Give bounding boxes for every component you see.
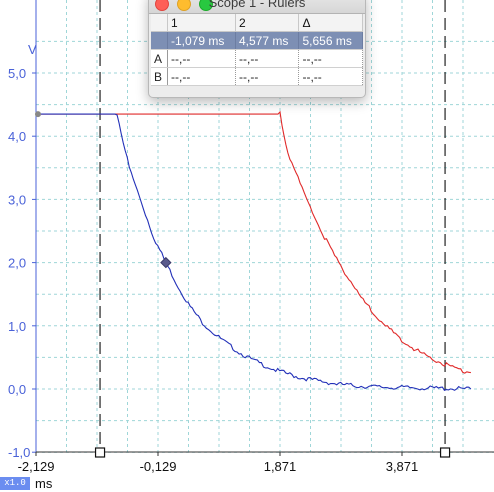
ruler-2-value: 4,577 ms (235, 31, 300, 50)
ruler-b-1-value: --,-- (167, 67, 236, 86)
y-tick-label: 1,0 (8, 319, 26, 334)
ruler-lines[interactable] (94, 0, 451, 458)
ruler-a-delta-value: --,-- (298, 49, 363, 68)
rulers-header-1[interactable]: 1 (167, 14, 236, 32)
rulers-table: 1 2 Δ -1,079 ms 4,577 ms 5,656 ms A --,-… (151, 14, 363, 86)
trace-blue (36, 113, 472, 391)
x-tick-label: -2,129 (18, 459, 55, 474)
x-tick-label: 3,871 (386, 459, 419, 474)
rulers-window-title: Scope 1 - Rulers (208, 0, 306, 10)
rulers-row-label: A (151, 49, 168, 68)
rulers-row-label (151, 31, 168, 50)
zoom-button[interactable] (199, 0, 213, 11)
y-tick-label: 3,0 (8, 192, 26, 207)
y-tick-label: 4,0 (8, 129, 26, 144)
y-axis-tick-labels: 5,0 4,0 3,0 2,0 1,0 0,0 -1,0 (8, 66, 36, 460)
rulers-titlebar[interactable]: Scope 1 - Rulers (149, 0, 365, 14)
rulers-header-2[interactable]: 2 (235, 14, 300, 32)
y-tick-label: 0,0 (8, 382, 26, 397)
ruler-delta-value: 5,656 ms (298, 31, 363, 50)
x-tick-label: 1,871 (264, 459, 297, 474)
trace-red (36, 110, 471, 374)
y-tick-label: 2,0 (8, 256, 26, 271)
close-button[interactable] (155, 0, 169, 11)
ruler-handle-2[interactable] (439, 447, 451, 458)
channel-marker (35, 111, 41, 118)
rulers-row-label: B (151, 67, 168, 86)
rulers-header-row: 1 2 Δ (151, 14, 363, 32)
signal-traces (35, 110, 472, 391)
x-axis-unit-label: ms (35, 476, 53, 491)
rulers-row-main[interactable]: -1,079 ms 4,577 ms 5,656 ms (151, 31, 363, 50)
y-tick-label: -1,0 (8, 445, 30, 460)
rulers-window[interactable]: Scope 1 - Rulers 1 2 Δ -1,079 ms 4,577 m… (148, 0, 366, 98)
minimize-button[interactable] (177, 0, 191, 11)
trace-marker[interactable] (160, 256, 172, 269)
y-axis-unit-label: V (28, 42, 37, 57)
ruler-b-delta-value: --,-- (298, 67, 363, 86)
zoom-badge[interactable]: x1.0 (0, 477, 30, 490)
x-tick-label: -0,129 (140, 459, 177, 474)
rulers-header-delta[interactable]: Δ (298, 14, 363, 32)
x-axis-tick-labels: -2,129 -0,129 1,871 3,871 (18, 452, 419, 474)
rulers-header-corner (151, 14, 168, 32)
ruler-handle-1[interactable] (94, 447, 106, 458)
ruler-b-2-value: --,-- (235, 67, 300, 86)
ruler-a-1-value: --,-- (167, 49, 236, 68)
ruler-a-2-value: --,-- (235, 49, 300, 68)
rulers-row-a[interactable]: A --,-- --,-- --,-- (151, 49, 363, 68)
ruler-1-value: -1,079 ms (167, 31, 236, 50)
rulers-row-b[interactable]: B --,-- --,-- --,-- (151, 67, 363, 86)
y-tick-label: 5,0 (8, 66, 26, 81)
